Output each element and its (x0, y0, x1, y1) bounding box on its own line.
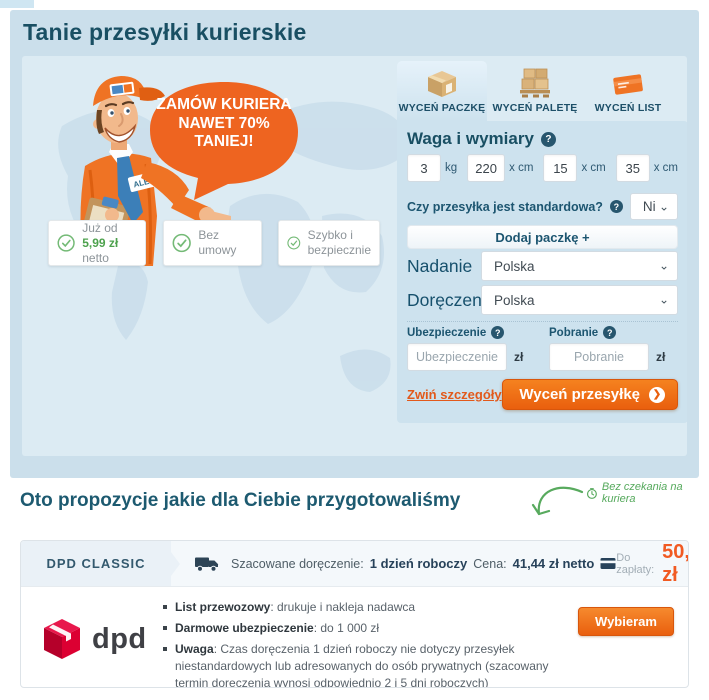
dpd-cube-icon (44, 619, 80, 659)
destination-select[interactable]: Polska (481, 285, 678, 315)
no-waiting-note-text: Bez czekania na kuriera (601, 481, 683, 505)
payment-card-icon (600, 558, 616, 569)
width-unit: x cm (581, 162, 606, 174)
badge-fast-line1: Szybko i (307, 228, 353, 242)
feature-strong: Uwaga (175, 642, 214, 657)
badge-price: Już od 5,99 zł netto (48, 220, 146, 266)
feature-item: Uwaga: Czas doręczenia 1 dzień roboczy n… (163, 641, 568, 688)
cod-input[interactable] (549, 343, 649, 371)
widget-inner-panel: ALEK (22, 56, 687, 456)
weight-input[interactable] (407, 154, 441, 182)
cod-label: Pobranie (549, 326, 599, 339)
feature-item: Darmowe ubezpieczenie: do 1 000 zł (163, 620, 568, 637)
height-unit: x cm (653, 162, 678, 174)
speech-bubble: ZAMÓW KURIERA NAWET 70% TANIEJ! (148, 80, 300, 202)
check-icon (287, 236, 301, 250)
badge-price-suffix: netto (82, 250, 109, 265)
origin-label: Nadanie (407, 255, 473, 276)
truck-icon (195, 557, 218, 572)
insurance-input[interactable] (407, 343, 507, 371)
bubble-line-3: TANIEJ! (194, 133, 254, 151)
arrow-right-icon: ❯ (649, 386, 665, 403)
stopwatch-icon (586, 487, 597, 499)
service-name-segment: DPD CLASSIC (21, 541, 171, 586)
bullet-marker (163, 605, 167, 609)
tab-wycen-palete-label: WYCEŃ PALETĘ (492, 102, 578, 114)
insurance-label: Ubezpieczenie (407, 326, 487, 339)
total-label: Do zapłaty: (616, 551, 655, 576)
delivery-label: Szacowane doręczenie: (231, 556, 364, 571)
length-input[interactable] (467, 154, 506, 182)
quote-submit-button[interactable]: Wyceń przesyłkę ❯ (502, 379, 678, 410)
no-waiting-note: Bez czekania na kuriera (586, 481, 709, 505)
offer-card-dpd-classic: DPD CLASSIC Szacowane doręczenie: 1 dzie… (20, 540, 689, 688)
weight-dims-title: Waga i wymiary (407, 129, 534, 148)
help-icon[interactable]: ? (609, 200, 623, 213)
height-input[interactable] (615, 154, 650, 182)
standard-question-label: Czy przesyłka jest standardowa? (407, 199, 603, 214)
parcel-box-icon (428, 71, 456, 97)
collapse-details-link[interactable]: Zwiń szczegóły (407, 387, 502, 402)
tab-wycen-paczke-label: WYCEŃ PACZKĘ (398, 102, 486, 114)
add-package-button[interactable]: Dodaj paczkę + (407, 225, 678, 249)
bullet-marker (163, 647, 167, 652)
dimensions-row: kg x cm x cm x cm (407, 154, 678, 182)
insurance-currency: zł (514, 350, 524, 364)
standard-select[interactable]: Nie (629, 193, 678, 220)
origin-select[interactable]: Polska (481, 251, 678, 281)
weight-unit: kg (445, 162, 458, 174)
results-heading: Oto propozycje jakie dla Ciebie przygoto… (20, 490, 461, 511)
feature-text: : drukuje i nakleja nadawca (270, 600, 416, 614)
feature-text: : Czas doręczenia 1 dzień roboczy nie do… (175, 642, 549, 688)
offer-body: dpd List przewozowy: drukuje i nakleja n… (21, 587, 688, 688)
tab-wycen-paczke[interactable]: WYCEŃ PACZKĘ (397, 61, 487, 121)
bubble-line-1: ZAMÓW KURIERA (156, 96, 292, 113)
price-label: Cena: (473, 556, 507, 571)
dpd-logo-text: dpd (92, 622, 147, 655)
badge-price-line1: Już od (82, 220, 118, 235)
badge-price-strong: 5,99 zł (82, 235, 119, 250)
pallet-icon (520, 68, 550, 98)
tab-wycen-list[interactable]: WYCEŃ LIST (583, 61, 673, 121)
destination-label: Doręczenie (407, 289, 496, 310)
help-icon[interactable]: ? (491, 326, 505, 339)
bullet-marker (163, 626, 167, 631)
delivery-value: 1 dzień roboczy (369, 556, 468, 571)
length-unit: x cm (509, 162, 534, 174)
form-separator (407, 321, 678, 322)
offer-features-list: List przewozowy: drukuje i nakleja nadaw… (159, 597, 578, 688)
courier-envelope-icon (613, 74, 643, 95)
quote-widget: Tanie przesyłki kurierskie (10, 10, 699, 478)
badge-no-contract-label: Bez umowy (198, 228, 237, 257)
check-icon (172, 233, 191, 253)
check-icon (57, 234, 75, 252)
top-edge-fragment (0, 0, 34, 8)
tab-wycen-palete[interactable]: WYCEŃ PALETĘ (490, 61, 580, 121)
choose-offer-button[interactable]: Wybieram (578, 607, 674, 636)
dpd-logo: dpd (41, 617, 159, 661)
cod-currency: zł (656, 350, 666, 364)
feature-strong: List przewozowy (175, 600, 271, 614)
help-icon[interactable]: ? (540, 131, 556, 147)
feature-item: List przewozowy: drukuje i nakleja nadaw… (163, 599, 568, 616)
feature-text: : do 1 000 zł (313, 621, 380, 636)
quote-submit-label: Wyceń przesyłkę (519, 386, 640, 403)
width-input[interactable] (543, 154, 578, 182)
bubble-line-2: NAWET 70% (178, 114, 270, 132)
tab-wycen-list-label: WYCEŃ LIST (594, 102, 662, 114)
offer-header: DPD CLASSIC Szacowane doręczenie: 1 dzie… (21, 541, 688, 587)
badge-fast-safe: Szybko i bezpiecznie (278, 220, 380, 266)
curved-arrow-icon (531, 486, 584, 516)
badge-fast-line2: bezpiecznie (307, 243, 371, 257)
total-value: 50,97 zł (662, 540, 688, 586)
parcel-quote-form: Waga i wymiary ? kg x cm x cm (397, 121, 687, 423)
courier-mascot: ALEK (77, 76, 231, 266)
feature-strong: Darmowe ubezpieczenie (175, 621, 314, 636)
service-name: DPD CLASSIC (46, 556, 146, 571)
page-title: Tanie przesyłki kurierskie (23, 19, 307, 45)
badge-no-contract: Bez umowy (163, 220, 262, 266)
price-value: 41,44 zł netto (512, 556, 595, 571)
help-icon[interactable]: ? (603, 326, 617, 339)
speech-bubble-shape (150, 82, 298, 200)
